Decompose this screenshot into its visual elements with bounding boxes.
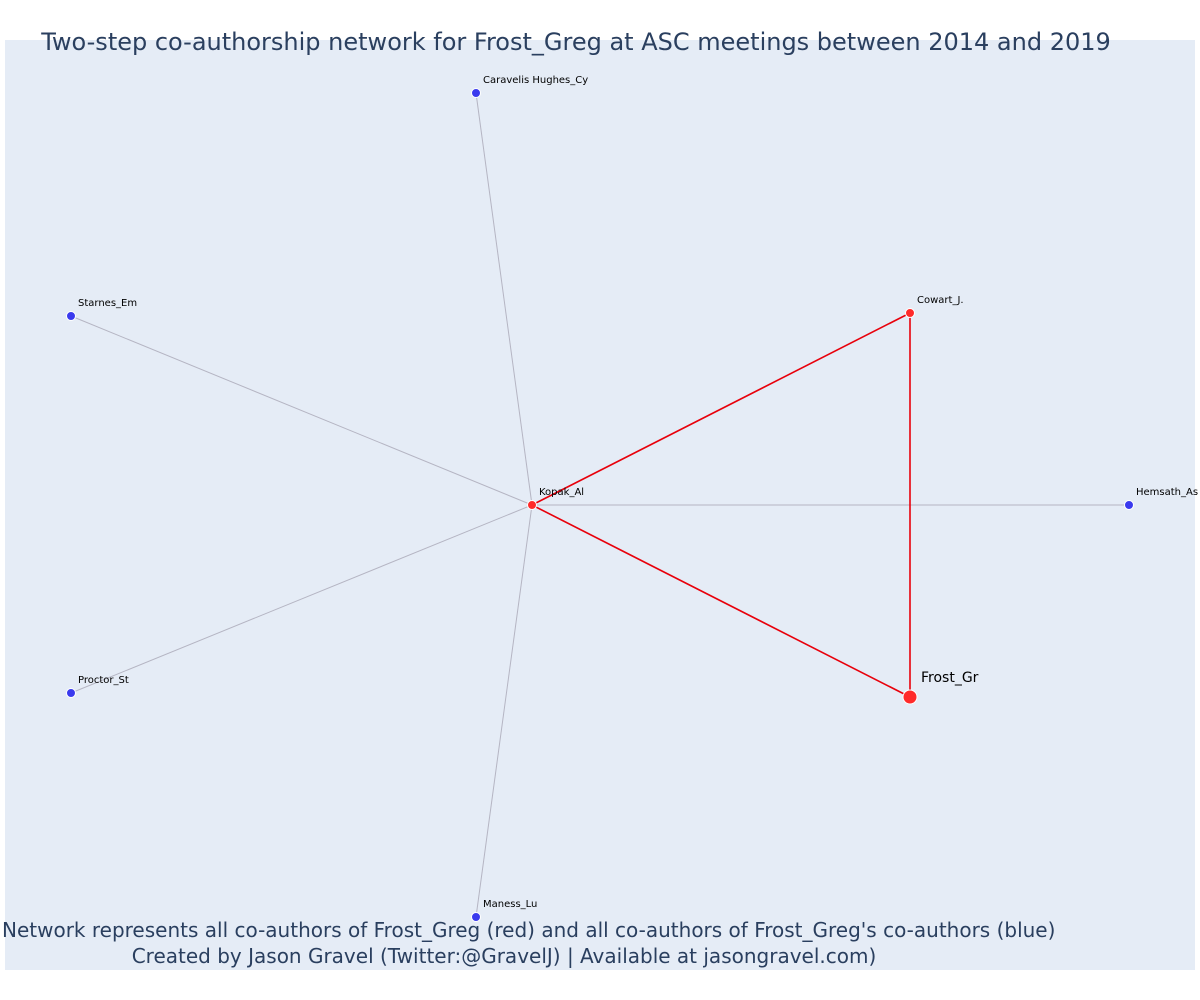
edge-kopak-al-cowart-j bbox=[531, 312, 911, 506]
label-layer: Frost_Gr Kopak_Al Cowart_J. Caravelis Hughe… bbox=[78, 75, 1198, 910]
node-label-caravelis-hughes-cy: Caravelis Hughes_Cy bbox=[483, 75, 588, 86]
chart-title: Two-step co-authorship network for Frost… bbox=[41, 28, 1111, 56]
node-layer bbox=[66, 88, 1134, 922]
edge-kopak-al-proctor-st bbox=[70, 504, 533, 694]
node-label-starnes-em: Starnes_Em bbox=[78, 298, 137, 309]
node-caravelis-hughes-cy[interactable] bbox=[471, 88, 481, 98]
node-label-kopak-al: Kopak_Al bbox=[539, 487, 584, 498]
node-label-proctor-st: Proctor_St bbox=[78, 675, 129, 686]
node-maness-lu[interactable] bbox=[471, 912, 481, 922]
edge-layer bbox=[70, 92, 1129, 918]
caption-line-1: Network represents all co-authors of Fro… bbox=[2, 918, 1056, 942]
node-label-maness-lu: Maness_Lu bbox=[483, 899, 537, 910]
node-label-frost-gr: Frost_Gr bbox=[921, 670, 979, 686]
node-label-cowart-j: Cowart_J. bbox=[917, 295, 964, 306]
node-frost-gr[interactable] bbox=[902, 689, 918, 705]
node-proctor-st[interactable] bbox=[66, 688, 76, 698]
caption-line-2: Created by Jason Gravel (Twitter:@Gravel… bbox=[131, 944, 877, 968]
edge-kopak-al-maness-lu bbox=[475, 504, 533, 918]
edge-kopak-al-starnes-em bbox=[70, 315, 533, 506]
node-kopak-al[interactable] bbox=[527, 500, 537, 510]
edge-kopak-al-frost-gr bbox=[531, 504, 911, 698]
node-label-hemsath-as: Hemsath_As bbox=[1136, 487, 1198, 498]
node-starnes-em[interactable] bbox=[66, 311, 76, 321]
node-cowart-j[interactable] bbox=[905, 308, 915, 318]
node-hemsath-as[interactable] bbox=[1124, 500, 1134, 510]
edge-kopak-al-caravelis-hughes-cy bbox=[475, 92, 533, 506]
